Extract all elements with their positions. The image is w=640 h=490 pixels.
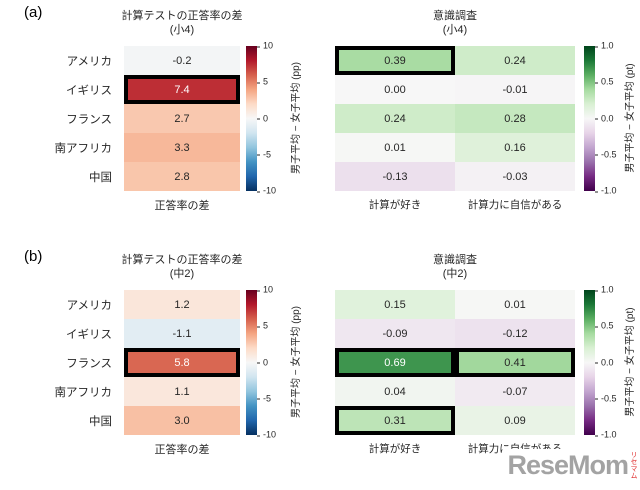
heatmap-cell: 1.2 [124, 290, 240, 319]
left-heatmap-title: 計算テストの正答率の差 (小4) [96, 9, 268, 37]
heatmap-cell: 0.01 [455, 290, 575, 319]
colorbar-tick: 0.0 [595, 114, 614, 123]
row-label: フランス [66, 357, 112, 370]
row-label: 中国 [89, 171, 112, 184]
right-heatmap-title-line2: (中2) [442, 268, 468, 280]
resemom-logo-sub: リセマム [630, 451, 637, 479]
heatmap-cell: 0.24 [455, 46, 575, 75]
colorbar-tick: 0.5 [595, 77, 614, 87]
heatmap-cell: -0.01 [455, 75, 575, 104]
row-label: 南アフリカ [54, 386, 113, 399]
left-heatmap: 1.2 -1.1 5.8 1.1 3.0 [124, 290, 240, 435]
colorbar-tick: -1.0 [595, 430, 617, 440]
panel-a: (a) 計算テストの正答率の差 (小4) アメリカ イギリス フランス 南アフリ… [20, 4, 636, 212]
colorbar-tick: 10 [257, 41, 273, 51]
left-heatmap: -0.2 7.4 2.7 3.3 2.8 [124, 46, 240, 191]
column-label: 計算が好き [368, 199, 422, 211]
left-xaxis-label: 正答率の差 [154, 200, 210, 212]
heatmap-cell: -0.2 [124, 46, 240, 75]
right-heatmap-title: 意識調査 (中2) [335, 253, 575, 281]
column-label: 計算が好き [368, 443, 422, 455]
resemom-watermark: ReseMom リセマム [503, 449, 638, 481]
colorbar-tick: 1.0 [595, 41, 614, 51]
right-heatmap-title-line1: 意識調査 [433, 254, 477, 266]
heatmap-cell: 0.39 [335, 46, 455, 75]
left-heatmap-title-line2: (中2) [169, 268, 195, 280]
colorbar-tick: -0.5 [595, 150, 617, 159]
colorbar-tick: -1.0 [595, 186, 617, 196]
colorbar-tick: -5 [257, 150, 271, 159]
heatmap-cell: -0.03 [455, 162, 575, 191]
row-label: 中国 [89, 415, 112, 428]
heatmap-cell: 0.24 [335, 104, 455, 133]
heatmap-cell: -0.12 [455, 319, 575, 348]
column-label: 計算力に自信がある [467, 199, 563, 211]
panel-a-label: (a) [24, 4, 43, 21]
heatmap-cell: 1.1 [124, 377, 240, 406]
heatmap-cell: 5.8 [124, 348, 240, 377]
heatmap-cell: 0.01 [335, 133, 455, 162]
row-label: アメリカ [66, 299, 112, 312]
colorbar-tick: 0 [257, 114, 268, 123]
right-heatmap: 0.39 0.24 0.00 -0.01 0.24 0.28 0.01 0.16… [335, 46, 575, 191]
colorbar-tick: 0 [257, 358, 268, 367]
right-heatmap-title-line2: (小4) [442, 24, 468, 36]
row-labels: アメリカ イギリス フランス 南アフリカ 中国 [20, 46, 118, 191]
heatmap-cell: -0.07 [455, 377, 575, 406]
right-heatmap-title-line1: 意識調査 [433, 10, 477, 22]
heatmap-cell: 0.15 [335, 290, 455, 319]
right-colorbar-label: 男子平均 − 女子平均 (pt) [625, 63, 636, 173]
colorbar-tick: 5 [257, 321, 268, 331]
left-colorbar [246, 290, 257, 435]
heatmap-cell: 0.41 [455, 348, 575, 377]
left-heatmap-title-line1: 計算テストの正答率の差 [121, 10, 243, 22]
row-labels: アメリカ イギリス フランス 南アフリカ 中国 [20, 290, 118, 435]
heatmap-cell: 2.8 [124, 162, 240, 191]
left-heatmap-title-line2: (小4) [169, 24, 195, 36]
colorbar-tick: -10 [257, 430, 276, 440]
colorbar-tick: 5 [257, 77, 268, 87]
heatmap-cell: 0.09 [455, 406, 575, 435]
heatmap-cell: 3.3 [124, 133, 240, 162]
colorbar-tick: -5 [257, 394, 271, 403]
left-colorbar [246, 46, 257, 191]
heatmap-cell: 0.16 [455, 133, 575, 162]
row-label: フランス [66, 113, 112, 126]
heatmap-cell: 3.0 [124, 406, 240, 435]
colorbar-tick: 0.5 [595, 321, 614, 331]
heatmap-cell: 0.00 [335, 75, 455, 104]
colorbar-tick: -0.5 [595, 394, 617, 403]
colorbar-tick: 10 [257, 285, 273, 295]
heatmap-cell: -0.13 [335, 162, 455, 191]
heatmap-cell: 0.69 [335, 348, 455, 377]
heatmap-cell: -1.1 [124, 319, 240, 348]
panel-b: (b) 計算テストの正答率の差 (中2) アメリカ イギリス フランス 南アフリ… [0, 244, 640, 489]
colorbar-tick: 1.0 [595, 285, 614, 295]
heatmap-cell: 0.28 [455, 104, 575, 133]
left-xaxis-label: 正答率の差 [154, 444, 210, 456]
colorbar-tick: 0.0 [595, 358, 614, 367]
heatmap-cell: 0.31 [335, 406, 455, 435]
heatmap-cell: 2.7 [124, 104, 240, 133]
panel-b-label: (b) [24, 248, 43, 265]
row-label: アメリカ [66, 55, 112, 68]
heatmap-cell: 0.04 [335, 377, 455, 406]
row-label: 南アフリカ [54, 142, 113, 155]
right-colorbar-label: 男子平均 − 女子平均 (pt) [625, 307, 636, 417]
left-colorbar-label: 男子平均 − 女子平均 (pp) [291, 62, 302, 174]
right-colorbar [584, 290, 595, 435]
row-label: イギリス [66, 328, 112, 341]
right-colorbar [584, 46, 595, 191]
right-heatmap-title: 意識調査 (小4) [335, 9, 575, 37]
left-heatmap-title: 計算テストの正答率の差 (中2) [96, 253, 268, 281]
row-label: イギリス [66, 84, 112, 97]
heatmap-cell: 7.4 [124, 75, 240, 104]
left-colorbar-label: 男子平均 − 女子平均 (pp) [291, 306, 302, 418]
right-heatmap: 0.15 0.01 -0.09 -0.12 0.69 0.41 0.04 -0.… [335, 290, 575, 435]
left-heatmap-title-line1: 計算テストの正答率の差 [121, 254, 243, 266]
colorbar-tick: -10 [257, 186, 276, 196]
heatmap-cell: -0.09 [335, 319, 455, 348]
resemom-logo: ReseMom [507, 450, 629, 480]
